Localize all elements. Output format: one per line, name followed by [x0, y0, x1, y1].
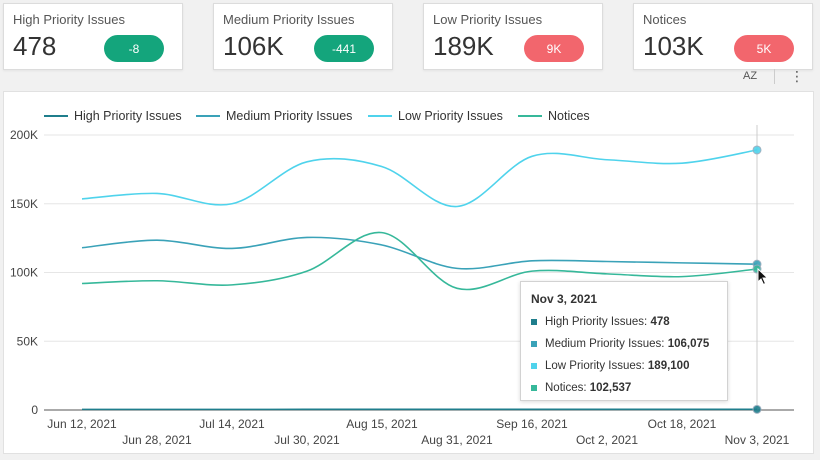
legend-label: Low Priority Issues: [398, 109, 503, 123]
x-tick-label: Jun 12, 2021: [47, 417, 117, 431]
kpi-value: 106K: [223, 31, 284, 61]
tooltip-value: 189,100: [647, 360, 690, 372]
series-line: [81, 236, 758, 270]
sort-az-icon[interactable]: AZ: [743, 70, 758, 82]
kpi-label: High Priority Issues: [13, 12, 125, 27]
series-swatch: [531, 318, 537, 325]
x-tick-label: Jul 30, 2021: [274, 433, 340, 447]
tooltip-label: Low Priority Issues:: [545, 360, 648, 372]
tooltip-label: Medium Priority Issues:: [545, 338, 668, 350]
y-tick-label: 150K: [10, 197, 38, 211]
kpi-value: 103K: [643, 31, 704, 61]
x-tick-label: Oct 2, 2021: [576, 433, 638, 447]
tooltip-title: Nov 3, 2021: [531, 292, 598, 306]
x-tick-label: Nov 3, 2021: [725, 433, 790, 447]
x-tick-label: Jul 14, 2021: [199, 417, 265, 431]
kpi-delta-badge: -8: [104, 35, 164, 62]
toolbar-divider: [774, 69, 775, 84]
y-tick-label: 50K: [17, 334, 38, 348]
series-line: [81, 231, 758, 291]
mouse-pointer-icon: [757, 268, 769, 286]
kpi-card-low[interactable]: Low Priority Issues 189K 9K: [423, 3, 603, 70]
kpi-card-notices[interactable]: Notices 103K 5K: [633, 3, 813, 70]
kpi-value: 189K: [433, 31, 494, 61]
chart-tooltip: Nov 3, 2021 High Priority Issues: 478 Me…: [520, 281, 728, 401]
x-tick-label: Sep 16, 2021: [496, 417, 568, 431]
tooltip-row: Medium Priority Issues: 106,075: [531, 338, 709, 350]
kpi-delta-badge: 5K: [734, 35, 794, 62]
chart-panel: 0 50K 100K 150K 200K Jun 12, 2021 Jun 28, 2021…: [3, 91, 814, 454]
x-tick-label: Aug 31, 2021: [421, 433, 493, 447]
series-swatch: [531, 340, 537, 347]
tooltip-value: 478: [650, 316, 670, 328]
tooltip-row: Notices: 102,537: [531, 382, 631, 394]
y-tick-label: 100K: [10, 266, 38, 280]
tooltip-label: Notices:: [545, 382, 590, 394]
kpi-card-medium[interactable]: Medium Priority Issues 106K -441: [213, 3, 393, 70]
y-tick-label: 0: [31, 403, 38, 417]
series-line: [81, 149, 758, 208]
legend-label: Notices: [548, 109, 590, 123]
tooltip-row: Low Priority Issues: 189,100: [531, 360, 689, 372]
tooltip-value: 102,537: [589, 382, 632, 394]
tooltip-row: High Priority Issues: 478: [531, 316, 670, 328]
kpi-delta-badge: -441: [314, 35, 374, 62]
tooltip-label: High Priority Issues:: [545, 316, 651, 328]
kpi-label: Medium Priority Issues: [223, 12, 355, 27]
series-point: [752, 404, 762, 414]
tooltip-value: 106,075: [667, 338, 710, 350]
series-swatch: [531, 384, 537, 391]
legend-label: High Priority Issues: [74, 109, 182, 123]
x-tick-label: Jun 28, 2021: [122, 433, 192, 447]
x-tick-label: Aug 15, 2021: [346, 417, 418, 431]
line-chart[interactable]: 0 50K 100K 150K 200K Jun 12, 2021 Jun 28, 2021…: [4, 92, 815, 455]
y-tick-label: 200K: [10, 128, 38, 142]
kpi-card-high[interactable]: High Priority Issues 478 -8: [3, 3, 183, 70]
kpi-label: Low Priority Issues: [433, 12, 543, 27]
kpi-delta-badge: 9K: [524, 35, 584, 62]
x-tick-label: Oct 18, 2021: [648, 417, 717, 431]
series-swatch: [531, 362, 537, 369]
kpi-value: 478: [13, 31, 57, 61]
series-point: [752, 145, 762, 155]
legend-label: Medium Priority Issues: [226, 109, 352, 123]
more-options-icon[interactable]: ⋮: [790, 68, 804, 84]
kpi-label: Notices: [643, 12, 687, 27]
